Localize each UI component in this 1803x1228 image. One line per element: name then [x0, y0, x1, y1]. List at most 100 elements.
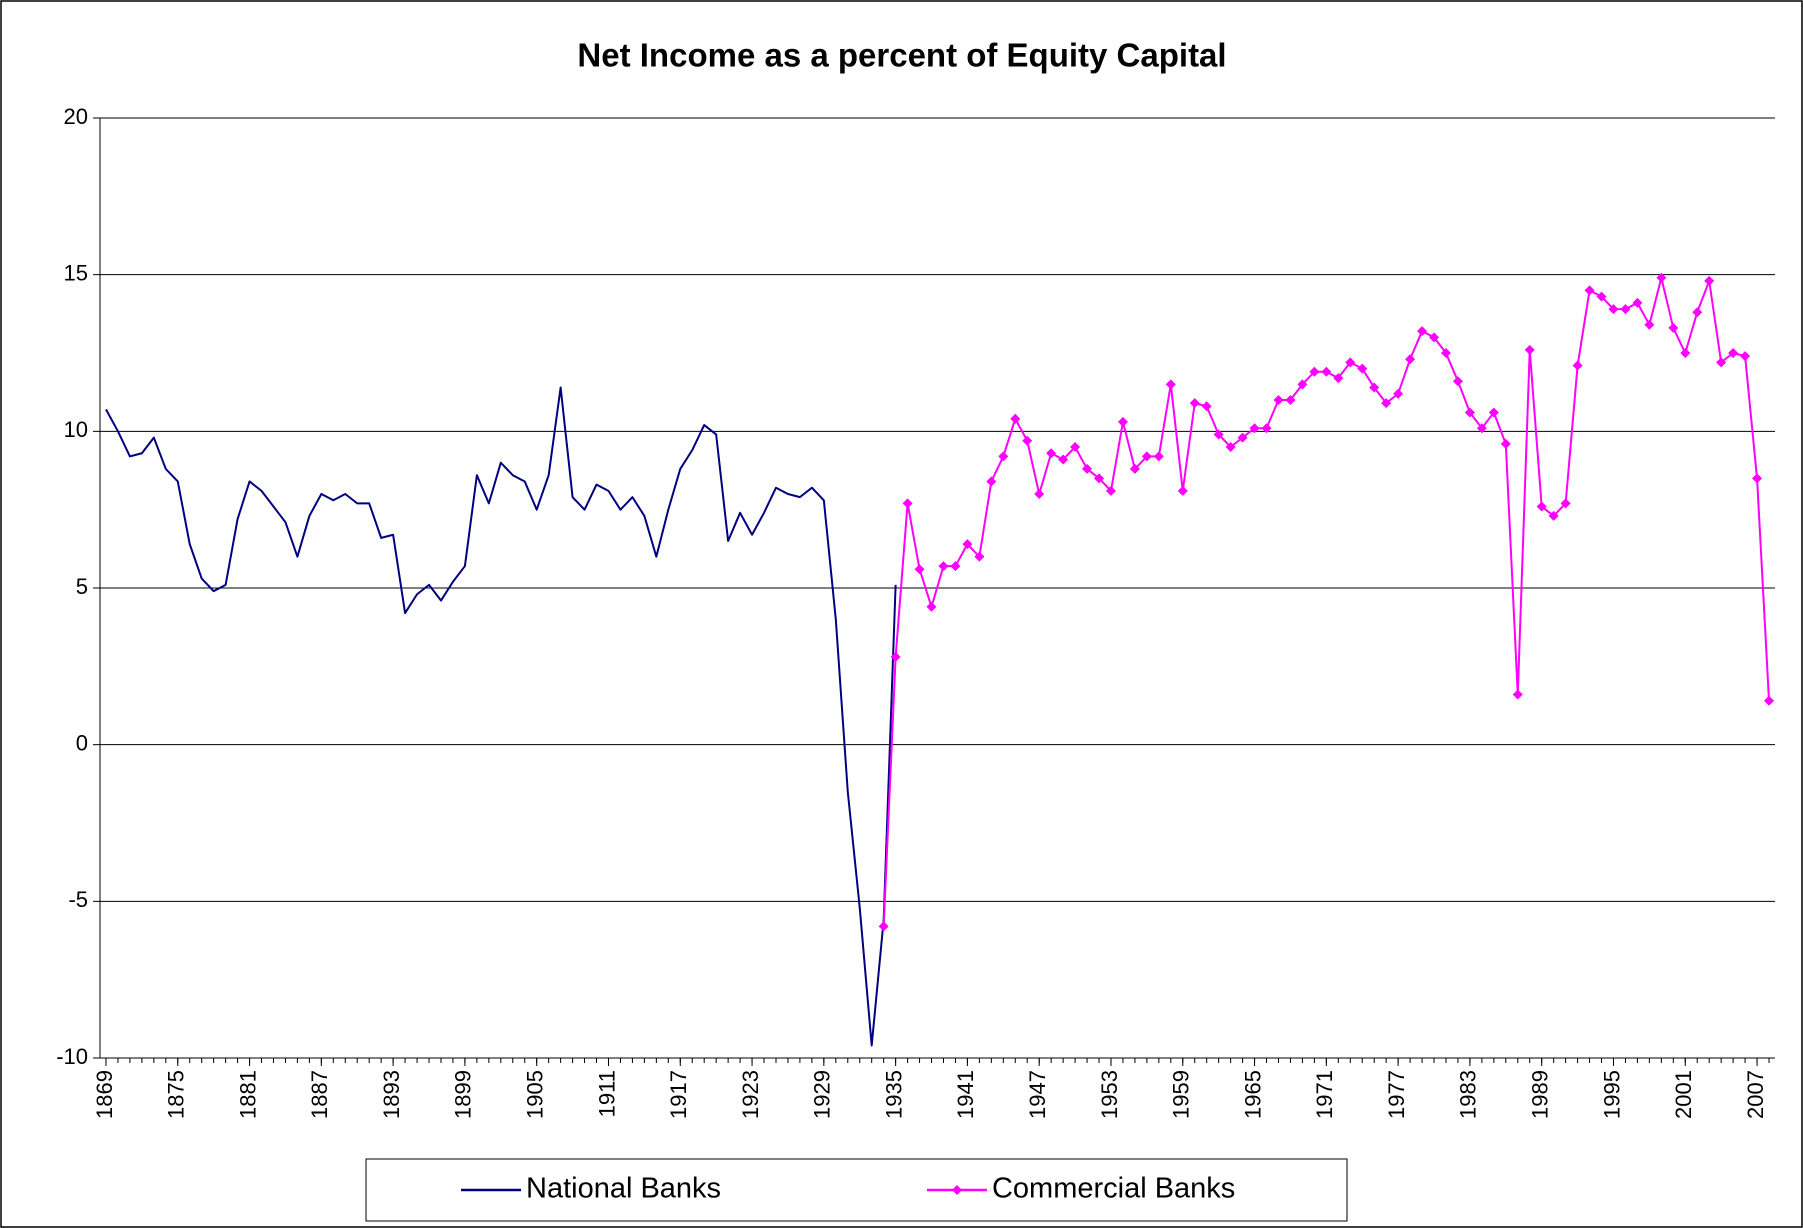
- data-point: [1321, 366, 1332, 377]
- data-point: [938, 561, 949, 572]
- data-point: [1560, 498, 1571, 509]
- data-point: [1692, 307, 1703, 318]
- data-point: [1596, 291, 1607, 302]
- data-point: [1261, 423, 1272, 434]
- data-point: [1141, 451, 1152, 462]
- data-point: [1105, 485, 1116, 496]
- y-tick-label: 0: [76, 730, 88, 755]
- x-tick-label: 2001: [1671, 1070, 1696, 1119]
- x-tick-label: 1983: [1456, 1070, 1481, 1119]
- data-point: [1452, 376, 1463, 387]
- x-tick-label: 1995: [1599, 1070, 1624, 1119]
- x-tick-label: 1929: [810, 1070, 835, 1119]
- legend-marker: [951, 1185, 962, 1195]
- x-tick-label: 2007: [1743, 1070, 1768, 1119]
- y-tick-label: -5: [68, 887, 88, 912]
- data-point: [878, 921, 889, 932]
- data-point: [1249, 423, 1260, 434]
- data-point: [1285, 395, 1296, 405]
- data-point: [1381, 398, 1392, 409]
- x-tick-label: 1959: [1169, 1070, 1194, 1119]
- x-tick-label: 1989: [1528, 1070, 1553, 1119]
- x-tick-label: 1893: [379, 1070, 404, 1119]
- data-point: [1500, 438, 1511, 449]
- data-point: [1153, 451, 1164, 462]
- data-point: [998, 451, 1009, 462]
- data-point: [1082, 463, 1093, 474]
- data-point: [1728, 348, 1739, 358]
- x-tick-label: 1971: [1312, 1070, 1337, 1119]
- data-point: [1129, 463, 1140, 474]
- data-point: [986, 476, 997, 487]
- data-point: [1548, 510, 1559, 521]
- legend-label: Commercial Banks: [992, 1173, 1235, 1205]
- y-tick-label: 10: [64, 417, 88, 442]
- legend-box: [365, 1158, 1348, 1222]
- data-point: [1476, 423, 1487, 434]
- data-point: [1094, 473, 1105, 484]
- x-tick-label: 1977: [1384, 1070, 1409, 1119]
- data-point: [1058, 454, 1069, 465]
- data-point: [1488, 407, 1499, 418]
- data-point: [1273, 395, 1284, 405]
- data-point: [1524, 344, 1535, 355]
- x-tick-label: 1899: [451, 1070, 476, 1119]
- y-tick-label: -10: [56, 1044, 88, 1069]
- data-point: [1668, 322, 1679, 333]
- data-point: [1010, 413, 1021, 424]
- data-point: [1716, 357, 1727, 368]
- data-point: [1405, 354, 1416, 365]
- data-point: [1357, 363, 1368, 374]
- data-point: [1644, 319, 1655, 330]
- data-point: [1632, 297, 1643, 308]
- data-point: [914, 564, 925, 575]
- data-point: [974, 551, 985, 562]
- chart-title: Net Income as a percent of Equity Capita…: [577, 37, 1226, 74]
- data-point: [962, 539, 973, 550]
- legend-label: National Banks: [526, 1173, 721, 1205]
- data-point: [1620, 304, 1631, 315]
- data-point: [1022, 435, 1033, 446]
- data-point: [1764, 695, 1775, 706]
- data-point: [1177, 485, 1188, 496]
- data-point: [1464, 407, 1475, 418]
- x-tick-label: 1881: [235, 1070, 260, 1119]
- data-point: [1740, 351, 1751, 362]
- data-point: [1656, 272, 1667, 283]
- data-point: [1333, 373, 1344, 384]
- x-tick-label: 1935: [881, 1070, 906, 1119]
- x-tick-label: 1887: [307, 1070, 332, 1119]
- x-tick-label: 1953: [1097, 1070, 1122, 1119]
- data-point: [1440, 348, 1451, 358]
- data-point: [1309, 366, 1320, 377]
- data-point: [1584, 285, 1595, 296]
- data-point: [1608, 304, 1619, 315]
- data-point: [1417, 326, 1428, 337]
- x-tick-label: 1941: [953, 1070, 978, 1119]
- data-point: [1237, 432, 1248, 443]
- data-point: [926, 601, 937, 612]
- data-point: [1393, 388, 1404, 399]
- data-point: [1165, 379, 1176, 390]
- data-point: [1225, 442, 1236, 452]
- data-point: [1213, 429, 1224, 440]
- series-line: [105, 386, 897, 1047]
- y-tick-label: 15: [64, 260, 88, 285]
- data-point: [1572, 360, 1583, 371]
- x-tick-label: 1947: [1025, 1070, 1050, 1119]
- x-tick-label: 1905: [523, 1070, 548, 1119]
- x-tick-label: 1869: [92, 1070, 117, 1119]
- data-point: [902, 498, 913, 509]
- data-point: [950, 561, 961, 572]
- data-point: [1429, 332, 1440, 343]
- data-point: [1297, 379, 1308, 390]
- data-point: [1680, 348, 1691, 358]
- data-point: [1201, 401, 1212, 412]
- data-point: [1536, 501, 1547, 512]
- data-point: [1369, 382, 1380, 393]
- y-tick-label: 20: [64, 104, 88, 129]
- x-tick-label: 1911: [594, 1070, 619, 1117]
- x-tick-label: 1917: [666, 1070, 691, 1119]
